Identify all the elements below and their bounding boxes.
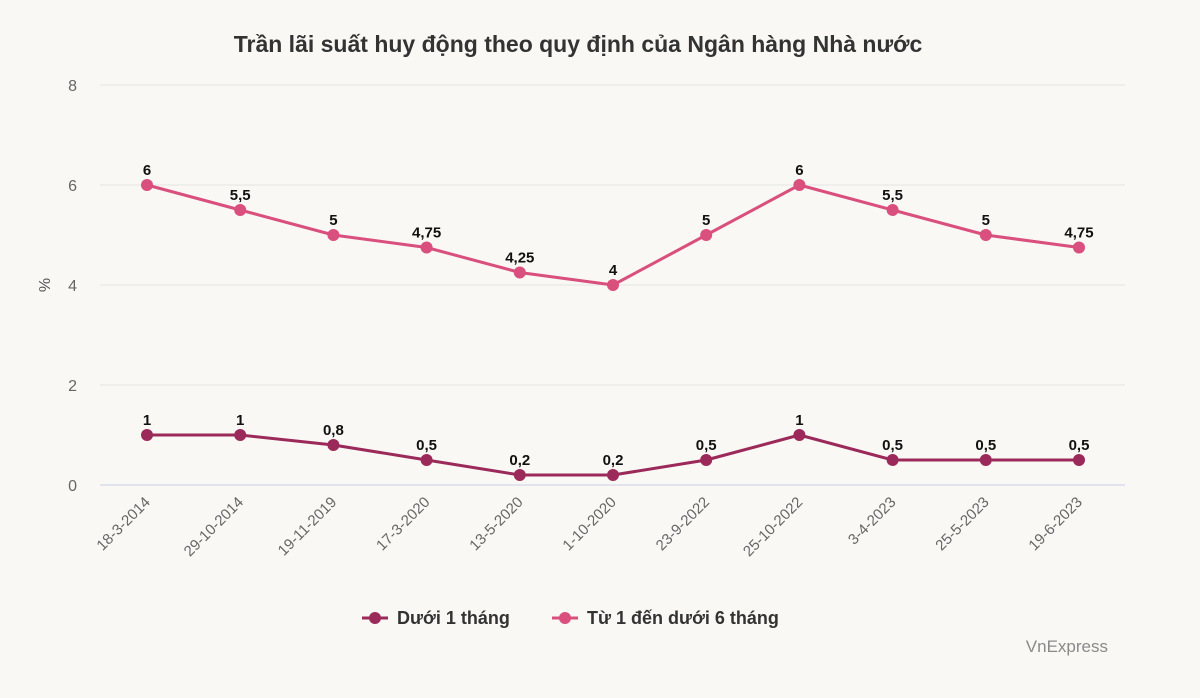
data-label: 0,5 xyxy=(975,437,996,454)
legend-label: Dưới 1 tháng xyxy=(397,608,510,628)
data-label: 5 xyxy=(702,212,710,229)
data-label: 1 xyxy=(143,412,151,429)
data-point xyxy=(979,454,992,466)
data-label: 5,5 xyxy=(882,187,903,204)
data-label: 4,75 xyxy=(412,225,441,242)
data-label: 4 xyxy=(609,262,618,279)
x-tick-label: 18-3-2014 xyxy=(93,494,153,554)
data-label: 0,8 xyxy=(323,422,344,439)
data-point xyxy=(607,469,619,481)
x-tick-label: 19-6-2023 xyxy=(1025,494,1085,554)
x-tick-label: 19-11-2019 xyxy=(275,494,340,559)
data-label: 4,75 xyxy=(1064,225,1093,242)
data-label: 4,25 xyxy=(505,250,534,267)
data-point xyxy=(420,454,433,466)
x-tick-label: 23-9-2022 xyxy=(653,494,713,554)
data-label: 6 xyxy=(795,162,803,179)
source-credit: VnExpress xyxy=(1026,637,1108,656)
x-tick-label: 3-4-2023 xyxy=(845,494,899,548)
data-label: 0,5 xyxy=(696,437,717,454)
data-point xyxy=(420,241,433,254)
data-point xyxy=(793,429,806,441)
data-point xyxy=(327,229,340,241)
legend-label: Từ 1 đến dưới 6 tháng xyxy=(587,608,779,628)
data-label: 6 xyxy=(143,162,151,179)
x-tick-label: 17-3-2020 xyxy=(373,494,433,554)
data-point xyxy=(141,179,153,191)
y-tick-label: 0 xyxy=(68,478,77,495)
data-point xyxy=(513,266,526,279)
x-tick-label: 1-10-2020 xyxy=(559,494,619,554)
y-tick-label: 4 xyxy=(68,278,77,295)
data-point xyxy=(886,204,899,216)
legend-marker xyxy=(559,612,571,624)
data-point xyxy=(513,469,526,481)
data-label: 0,5 xyxy=(1069,437,1090,454)
data-point xyxy=(886,454,899,466)
x-tick-label: 25-5-2023 xyxy=(932,494,992,554)
y-axis-label: % xyxy=(37,278,54,292)
x-tick-label: 13-5-2020 xyxy=(466,494,526,554)
data-label: 0,5 xyxy=(416,437,437,454)
data-point xyxy=(793,179,806,191)
y-tick-label: 8 xyxy=(68,78,77,95)
data-label: 5 xyxy=(982,212,990,229)
data-label: 1 xyxy=(236,412,244,429)
data-point xyxy=(1073,241,1085,254)
data-point xyxy=(234,429,247,441)
data-point xyxy=(1073,454,1085,466)
data-point xyxy=(327,439,340,451)
data-label: 1 xyxy=(795,412,803,429)
data-point xyxy=(141,429,153,441)
x-tick-label: 25-10-2022 xyxy=(740,494,806,560)
data-label: 0,2 xyxy=(603,452,624,469)
data-label: 0,2 xyxy=(509,452,530,469)
chart-title: Trần lãi suất huy động theo quy định của… xyxy=(234,31,923,57)
data-point xyxy=(607,279,619,291)
data-point xyxy=(979,229,992,241)
y-tick-label: 6 xyxy=(68,178,77,195)
legend-marker xyxy=(369,612,381,624)
data-label: 5,5 xyxy=(230,187,251,204)
y-tick-label: 2 xyxy=(68,378,77,395)
data-point xyxy=(234,204,247,216)
data-label: 5 xyxy=(329,212,337,229)
data-label: 0,5 xyxy=(882,437,903,454)
data-point xyxy=(700,454,713,466)
data-point xyxy=(700,229,713,241)
x-tick-label: 29-10-2014 xyxy=(181,494,247,560)
